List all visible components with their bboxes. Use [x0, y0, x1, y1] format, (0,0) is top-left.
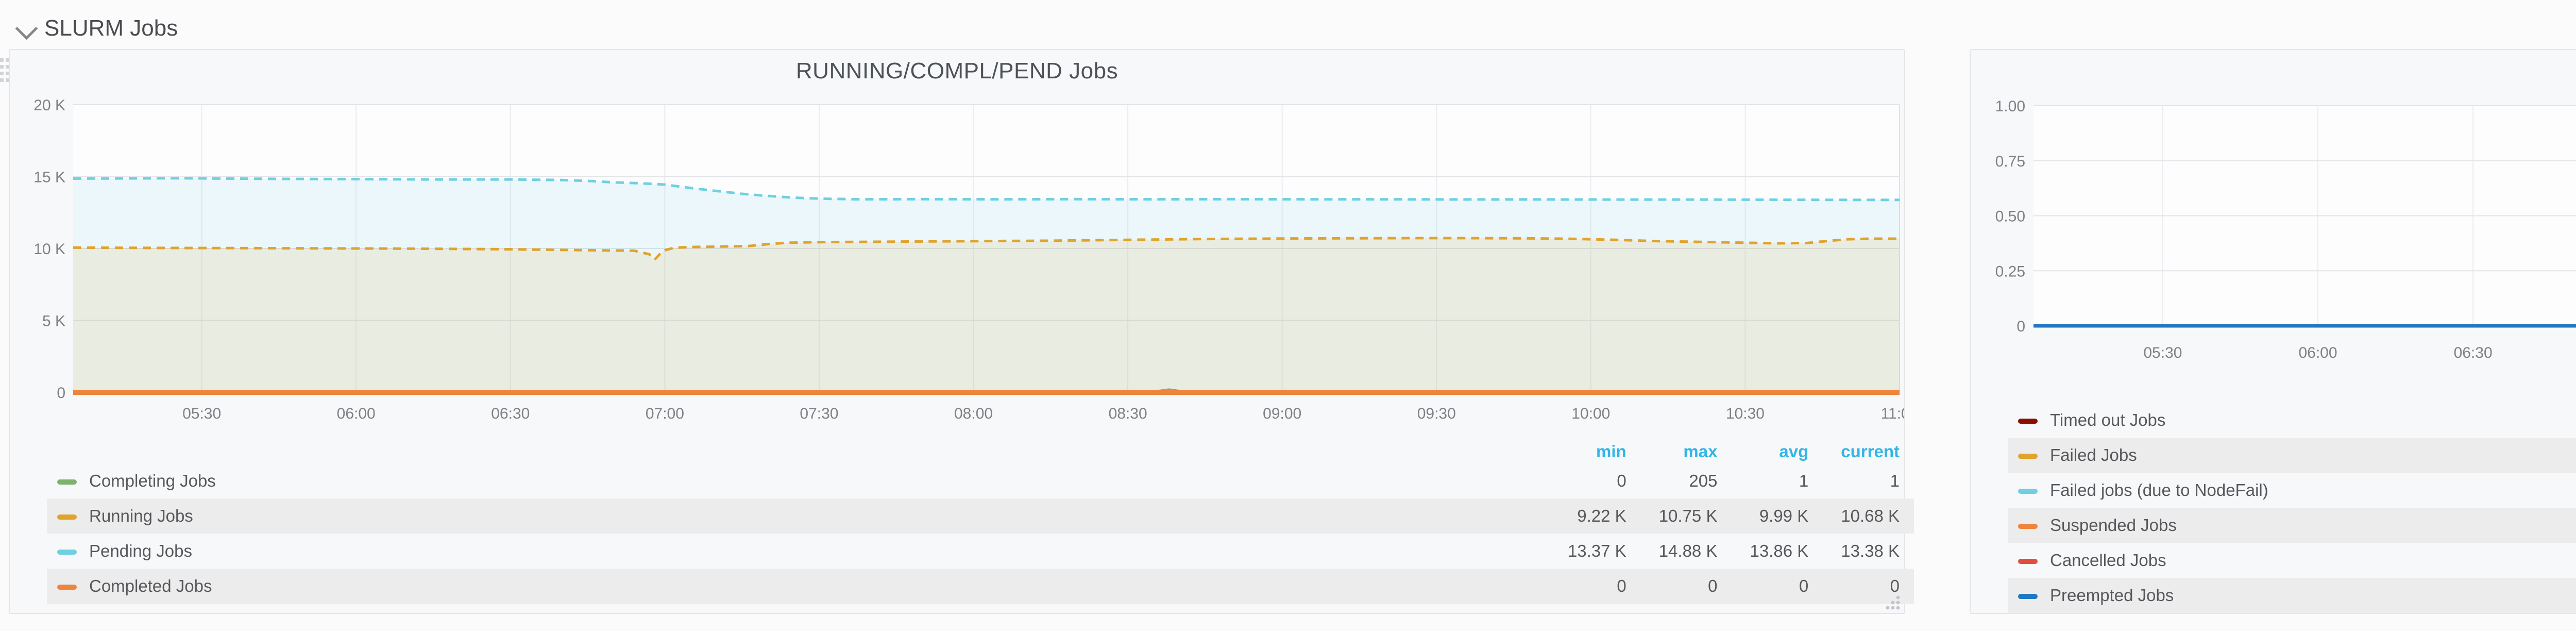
legend-header-spacer [47, 440, 1536, 463]
legend-value-current: 13.38 K [1841, 541, 1900, 560]
time-series-chart[interactable]: 20 K 15 K 10 K 5 K 0 05:30 06:00 06:30 07:00 07:3… [10, 50, 1904, 613]
x-axis-tick-label: 11:00 [1881, 405, 1904, 422]
series-label[interactable]: Completed Jobs [89, 576, 212, 595]
x-axis-tick-label: 07:30 [800, 405, 838, 422]
legend-value-current: 0 [1890, 576, 1900, 595]
legend-value-min: 13.37 K [1567, 541, 1626, 560]
series-label[interactable]: Failed Jobs [2050, 445, 2137, 464]
series-line [73, 177, 1900, 202]
panel-title[interactable]: FAIL/SUSP/CANC/PREEMPT/TIMEDOUT Jobs [1971, 58, 2576, 84]
y-axis-tick-label: 15 K [33, 169, 65, 186]
y-axis-tick-label: 20 K [33, 97, 65, 114]
legend-value-max: 14.88 K [1658, 541, 1718, 560]
row-drag-handle-icon[interactable] [0, 58, 10, 83]
legend-column-header-min[interactable]: min [1596, 442, 1626, 461]
x-axis-tick-label: 08:00 [954, 405, 993, 422]
legend-value-avg: 1 [1799, 471, 1809, 490]
series-label[interactable]: Completing Jobs [89, 471, 216, 490]
y-axis-tick-label: 0.25 [1995, 263, 2025, 280]
legend-value-max: 0 [1708, 576, 1718, 595]
legend-value-avg: 0 [1799, 576, 1809, 595]
series-label[interactable]: Running Jobs [89, 506, 193, 525]
chevron-down-icon [15, 17, 38, 40]
y-axis-tick-label: 1.00 [1995, 98, 2025, 115]
row-title[interactable]: SLURM Jobs [44, 15, 178, 41]
x-axis-tick-label: 09:30 [1417, 405, 1456, 422]
legend-value-avg: 13.86 K [1750, 541, 1809, 560]
legend-row: Completing Jobs 0 205 1 1 [47, 463, 1914, 499]
legend-column-header-max[interactable]: max [1683, 442, 1718, 461]
x-axis-tick-label: 06:00 [337, 405, 376, 422]
legend-column-header-avg[interactable]: avg [1779, 442, 1809, 461]
legend-value-max: 10.75 K [1658, 506, 1718, 525]
series-color-swatch-icon[interactable] [2018, 419, 2038, 424]
x-axis-tick-label: 06:30 [491, 405, 530, 422]
series-label[interactable]: Timed out Jobs [2050, 410, 2166, 429]
legend-value-min: 0 [1617, 471, 1626, 490]
series-label[interactable]: Failed jobs (due to NodeFail) [2050, 480, 2268, 500]
y-axis-tick-label: 5 K [42, 313, 65, 330]
legend-table: minmaxavgcurrentTimed out Jobs0000Failed… [2008, 379, 2576, 613]
x-axis-tick-label: 06:00 [2298, 344, 2337, 361]
series-color-swatch-icon[interactable] [57, 585, 77, 590]
legend-row: Completed Jobs 0 0 0 0 [47, 569, 1914, 604]
series-color-swatch-icon[interactable] [2018, 454, 2038, 459]
slurm-jobs-row-header[interactable]: SLURM Jobs [0, 0, 2576, 47]
legend-row: Running Jobs 9.22 K 10.75 K 9.99 K 10.68 K [47, 499, 1914, 534]
panel-title[interactable]: RUNNING/COMPL/PEND Jobs [795, 58, 1118, 84]
x-axis-tick-label: 05:30 [2143, 344, 2182, 361]
legend-value-min: 0 [1617, 576, 1626, 595]
legend-table: min max avg current Completing Jobs 0 205 1 1 Run… [47, 440, 1914, 604]
series-label[interactable]: Cancelled Jobs [2050, 551, 2166, 570]
y-axis-tick-label: 0 [57, 385, 65, 402]
x-axis-tick-label: 09:00 [1263, 405, 1301, 422]
panel-running-compl-pend-jobs: 20 K 15 K 10 K 5 K 0 05:30 06:00 06:30 07:00 07:3… [9, 49, 1914, 614]
x-axis-tick-label: 07:00 [646, 405, 684, 422]
series-color-swatch-icon[interactable] [57, 514, 77, 520]
series-color-swatch-icon[interactable] [2018, 594, 2038, 599]
y-axis-tick-label: 10 K [33, 241, 65, 258]
legend-header-spacer [2008, 379, 2576, 403]
time-series-chart[interactable]: 1.000.750.500.25005:3006:0006:3007:0007:… [1971, 50, 2576, 613]
x-axis-tick-label: 10:30 [1726, 405, 1765, 422]
series-color-swatch-icon[interactable] [2018, 524, 2038, 529]
x-axis-tick-label: 05:30 [182, 405, 221, 422]
y-axis-tick-label: 0 [2016, 318, 2025, 335]
x-axis-tick-label: 06:30 [2454, 344, 2493, 361]
x-axis-tick-label: 08:30 [1109, 405, 1147, 422]
panel-resize-handle-icon[interactable] [1884, 593, 1901, 611]
series-label[interactable]: Suspended Jobs [2050, 516, 2177, 535]
series-color-swatch-icon[interactable] [57, 550, 77, 555]
legend-row: Pending Jobs 13.37 K 14.88 K 13.86 K 13.38 K [47, 534, 1914, 569]
legend-value-max: 205 [1689, 471, 1718, 490]
legend-value-avg: 9.99 K [1759, 506, 1809, 525]
y-axis-tick-label: 0.50 [1995, 208, 2025, 225]
x-axis-tick-label: 10:00 [1571, 405, 1610, 422]
series-label[interactable]: Pending Jobs [89, 541, 192, 560]
series-color-swatch-icon[interactable] [2018, 489, 2038, 494]
series-label[interactable]: Preempted Jobs [2050, 586, 2174, 605]
series-color-swatch-icon[interactable] [2018, 559, 2038, 564]
legend-column-header-current[interactable]: current [1841, 442, 1900, 461]
panel-fail-susp-canc-preempt-timedout-jobs: 1.000.750.500.25005:3006:0006:3007:0007:… [1970, 49, 2576, 614]
series-line [73, 237, 1900, 261]
series-color-swatch-icon[interactable] [57, 479, 77, 485]
y-axis-tick-label: 0.75 [1995, 153, 2025, 170]
legend-value-current: 10.68 K [1841, 506, 1900, 525]
legend-value-current: 1 [1890, 471, 1900, 490]
legend-value-min: 9.22 K [1577, 506, 1626, 525]
